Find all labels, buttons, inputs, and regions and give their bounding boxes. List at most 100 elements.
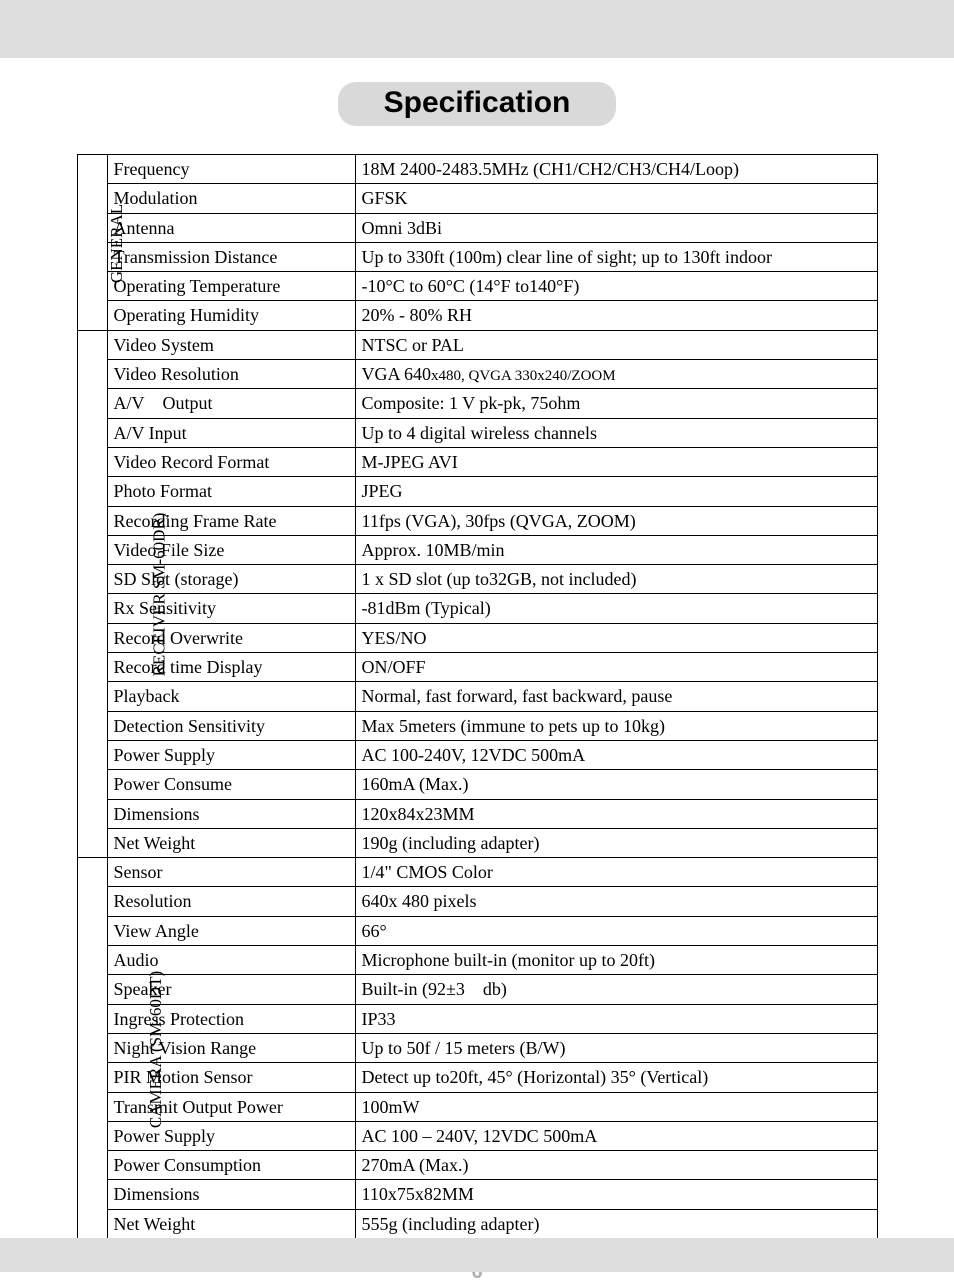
table-row: PIR Motion SensorDetect up to20ft, 45° (… xyxy=(77,1063,877,1092)
spec-label: Playback xyxy=(107,682,355,711)
spec-value: Up to 330ft (100m) clear line of sight; … xyxy=(355,242,877,271)
spec-value: -10°C to 60°C (14°F to140°F) xyxy=(355,272,877,301)
spec-value: 20% - 80% RH xyxy=(355,301,877,330)
spec-value: Detect up to20ft, 45° (Horizontal) 35° (… xyxy=(355,1063,877,1092)
spec-label: Video System xyxy=(107,330,355,359)
spec-value: Microphone built-in (monitor up to 20ft) xyxy=(355,946,877,975)
spec-value: Omni 3dBi xyxy=(355,213,877,242)
table-row: AudioMicrophone built-in (monitor up to … xyxy=(77,946,877,975)
spec-label: Sensor xyxy=(107,858,355,887)
spec-value: 1 x SD slot (up to32GB, not included) xyxy=(355,565,877,594)
table-row: AntennaOmni 3dBi xyxy=(77,213,877,242)
table-row: Ingress ProtectionIP33 xyxy=(77,1004,877,1033)
table-row: Record OverwriteYES/NO xyxy=(77,623,877,652)
table-row: SpeakerBuilt-in (92±3 db) xyxy=(77,975,877,1004)
table-row: PlaybackNormal, fast forward, fast backw… xyxy=(77,682,877,711)
spec-value: M-JPEG AVI xyxy=(355,447,877,476)
spec-label: Power Consumption xyxy=(107,1151,355,1180)
specification-table: GENERALFrequency18M 2400-2483.5MHz (CH1/… xyxy=(77,154,878,1239)
table-row: Video ResolutionVGA 640x480, QVGA 330x24… xyxy=(77,360,877,389)
spec-value: Built-in (92±3 db) xyxy=(355,975,877,1004)
spec-value: 1/4" CMOS Color xyxy=(355,858,877,887)
spec-value: VGA 640x480, QVGA 330x240/ZOOM xyxy=(355,360,877,389)
spec-label: Video File Size xyxy=(107,535,355,564)
section-header: GENERAL xyxy=(77,155,107,331)
spec-value: Up to 4 digital wireless channels xyxy=(355,418,877,447)
table-row: Detection SensitivityMax 5meters (immune… xyxy=(77,711,877,740)
table-row: Rx Sensitivity-81dBm (Typical) xyxy=(77,594,877,623)
spec-value: 555g (including adapter) xyxy=(355,1209,877,1238)
table-row: Record time DisplayON/OFF xyxy=(77,653,877,682)
section-label: RECEIVER SM-60DR) xyxy=(148,513,171,677)
spec-value: -81dBm (Typical) xyxy=(355,594,877,623)
top-bar xyxy=(0,0,954,58)
table-row: Transmission DistanceUp to 330ft (100m) … xyxy=(77,242,877,271)
section-label: GENERAL xyxy=(106,204,129,283)
spec-value: AC 100 – 240V, 12VDC 500mA xyxy=(355,1121,877,1150)
bottom-bar xyxy=(0,1238,954,1272)
title-container: Specification xyxy=(0,82,954,126)
spec-value: AC 100-240V, 12VDC 500mA xyxy=(355,740,877,769)
spec-label: Resolution xyxy=(107,887,355,916)
table-row: Power Consumption270mA (Max.) xyxy=(77,1151,877,1180)
spec-value: 640x 480 pixels xyxy=(355,887,877,916)
spec-label: Dimensions xyxy=(107,1180,355,1209)
section-label: CAMERA (SM-60DT) xyxy=(145,970,168,1127)
table-row: Operating Temperature-10°C to 60°C (14°F… xyxy=(77,272,877,301)
spec-label: Detection Sensitivity xyxy=(107,711,355,740)
spec-value: 190g (including adapter) xyxy=(355,828,877,857)
table-row: Net Weight190g (including adapter) xyxy=(77,828,877,857)
table-row: Recording Frame Rate11fps (VGA), 30fps (… xyxy=(77,506,877,535)
spec-value: 18M 2400-2483.5MHz (CH1/CH2/CH3/CH4/Loop… xyxy=(355,155,877,184)
spec-value: IP33 xyxy=(355,1004,877,1033)
spec-label: Net Weight xyxy=(107,1209,355,1238)
table-row: Power SupplyAC 100-240V, 12VDC 500mA xyxy=(77,740,877,769)
spec-value: Composite: 1 V pk-pk, 75ohm xyxy=(355,389,877,418)
spec-label: Power Supply xyxy=(107,740,355,769)
page-title: Specification xyxy=(338,82,617,126)
table-row: CAMERA (SM-60DT)Sensor1/4" CMOS Color xyxy=(77,858,877,887)
spec-value: 11fps (VGA), 30fps (QVGA, ZOOM) xyxy=(355,506,877,535)
spec-value: YES/NO xyxy=(355,623,877,652)
table-row: SD Slot (storage)1 x SD slot (up to32GB,… xyxy=(77,565,877,594)
spec-label: Record Overwrite xyxy=(107,623,355,652)
spec-value: Up to 50f / 15 meters (B/W) xyxy=(355,1033,877,1062)
table-row: Net Weight555g (including adapter) xyxy=(77,1209,877,1238)
spec-value: 100mW xyxy=(355,1092,877,1121)
table-row: Power Consume160mA (Max.) xyxy=(77,770,877,799)
spec-value: Approx. 10MB/min xyxy=(355,535,877,564)
spec-label: SD Slot (storage) xyxy=(107,565,355,594)
spec-label: View Angle xyxy=(107,916,355,945)
spec-label: Operating Temperature xyxy=(107,272,355,301)
table-row: Video File SizeApprox. 10MB/min xyxy=(77,535,877,564)
table-row: ModulationGFSK xyxy=(77,184,877,213)
table-row: Photo FormatJPEG xyxy=(77,477,877,506)
spec-label: A/V Output xyxy=(107,389,355,418)
table-row: Dimensions110x75x82MM xyxy=(77,1180,877,1209)
table-row: View Angle66° xyxy=(77,916,877,945)
spec-label: Operating Humidity xyxy=(107,301,355,330)
spec-value: NTSC or PAL xyxy=(355,330,877,359)
spec-label: Frequency xyxy=(107,155,355,184)
spec-value: 270mA (Max.) xyxy=(355,1151,877,1180)
spec-value: 120x84x23MM xyxy=(355,799,877,828)
spec-label: Dimensions xyxy=(107,799,355,828)
spec-value: 160mA (Max.) xyxy=(355,770,877,799)
table-row: Resolution640x 480 pixels xyxy=(77,887,877,916)
spec-value: GFSK xyxy=(355,184,877,213)
spec-value: Max 5meters (immune to pets up to 10kg) xyxy=(355,711,877,740)
table-row: Operating Humidity20% - 80% RH xyxy=(77,301,877,330)
table-row: Video Record FormatM-JPEG AVI xyxy=(77,447,877,476)
spec-label: Record time Display xyxy=(107,653,355,682)
spec-label: Rx Sensitivity xyxy=(107,594,355,623)
section-header: CAMERA (SM-60DT) xyxy=(77,858,107,1239)
table-row: A/V InputUp to 4 digital wireless channe… xyxy=(77,418,877,447)
table-row: A/V OutputComposite: 1 V pk-pk, 75ohm xyxy=(77,389,877,418)
table-row: Transmit Output Power100mW xyxy=(77,1092,877,1121)
spec-label: Video Resolution xyxy=(107,360,355,389)
spec-value: JPEG xyxy=(355,477,877,506)
spec-value: Normal, fast forward, fast backward, pau… xyxy=(355,682,877,711)
spec-label: Recording Frame Rate xyxy=(107,506,355,535)
spec-label: Net Weight xyxy=(107,828,355,857)
table-row: Night Vision RangeUp to 50f / 15 meters … xyxy=(77,1033,877,1062)
